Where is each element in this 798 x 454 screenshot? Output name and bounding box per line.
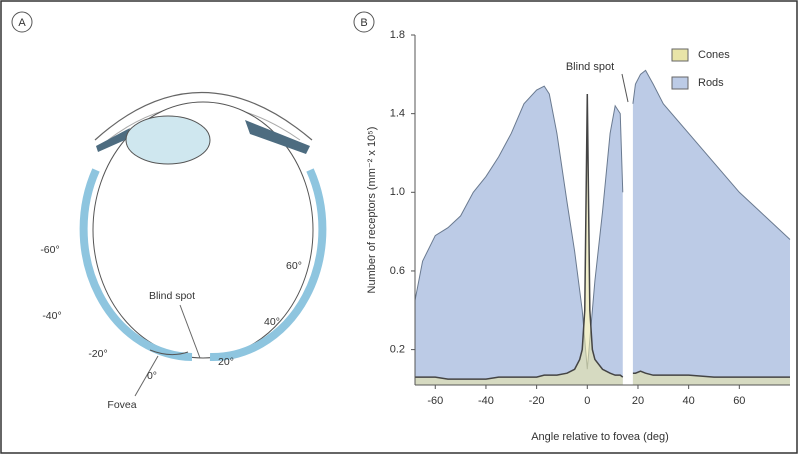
- area: [632, 70, 790, 386]
- y-tick-label: 0.2: [390, 344, 405, 356]
- cornea: [94, 92, 313, 141]
- iris: [245, 120, 310, 154]
- x-tick-label: -40: [478, 395, 494, 407]
- retina: [79, 168, 193, 361]
- retina: [209, 168, 327, 362]
- panel-circle: [11, 11, 33, 33]
- legend-label: Rods: [698, 77, 724, 89]
- panel-label: A: [18, 17, 26, 29]
- legend-swatch: [671, 48, 689, 62]
- x-tick-label: 60: [733, 395, 745, 407]
- angle-label: -60°: [40, 244, 59, 256]
- y-tick-label: 1.0: [390, 186, 405, 198]
- legend-label: Cones: [698, 49, 730, 61]
- line: [414, 85, 624, 370]
- pointer: [134, 355, 159, 397]
- x-tick-label: -60: [427, 395, 443, 407]
- x-tick-label: 20: [632, 395, 644, 407]
- x-tick-label: 0: [584, 395, 590, 407]
- panel-label: B: [360, 17, 367, 29]
- area: [415, 86, 623, 385]
- annotation: Blind spot: [566, 61, 614, 73]
- fovea-label: Fovea: [107, 399, 136, 411]
- angle-label: 0°: [147, 370, 157, 382]
- fovea-pit: [149, 349, 189, 356]
- x-axis-label: Angle relative to fovea (deg): [531, 431, 669, 443]
- x-tick-label: 40: [683, 395, 695, 407]
- area: [632, 371, 790, 385]
- line: [632, 370, 790, 378]
- annotation-pointer: [621, 73, 629, 103]
- eyeball: [92, 101, 314, 359]
- angle-label: 60°: [286, 260, 302, 272]
- iris: [96, 128, 130, 152]
- y-axis-label: Number of receptors (mm⁻² x 10⁵): [366, 127, 378, 294]
- x-tick-label: -20: [529, 395, 545, 407]
- y-tick-label: 0.6: [390, 265, 405, 277]
- blind-spot-label: Blind spot: [149, 290, 195, 302]
- y-tick-label: 1.4: [390, 108, 405, 120]
- panel-circle: [353, 11, 375, 33]
- pointer: [179, 304, 201, 359]
- angle-label: 20°: [218, 356, 234, 368]
- y-tick-label: 1.8: [390, 29, 405, 41]
- line: [632, 69, 791, 240]
- lens: [125, 115, 211, 165]
- line: [415, 93, 624, 380]
- plot: 0.2 0.6 1.0 1.4 1.8 -60 -40 -20 0 20 40 60 Cones Rods: [390, 29, 791, 407]
- legend-swatch: [671, 76, 689, 90]
- angle-label: -40°: [42, 310, 61, 322]
- angle-label: -20°: [88, 348, 107, 360]
- eye-diagram: A -60° 60° -40° 40° -20° 20° 0° Blind sp…: [11, 11, 327, 411]
- angle-label: 40°: [264, 316, 280, 328]
